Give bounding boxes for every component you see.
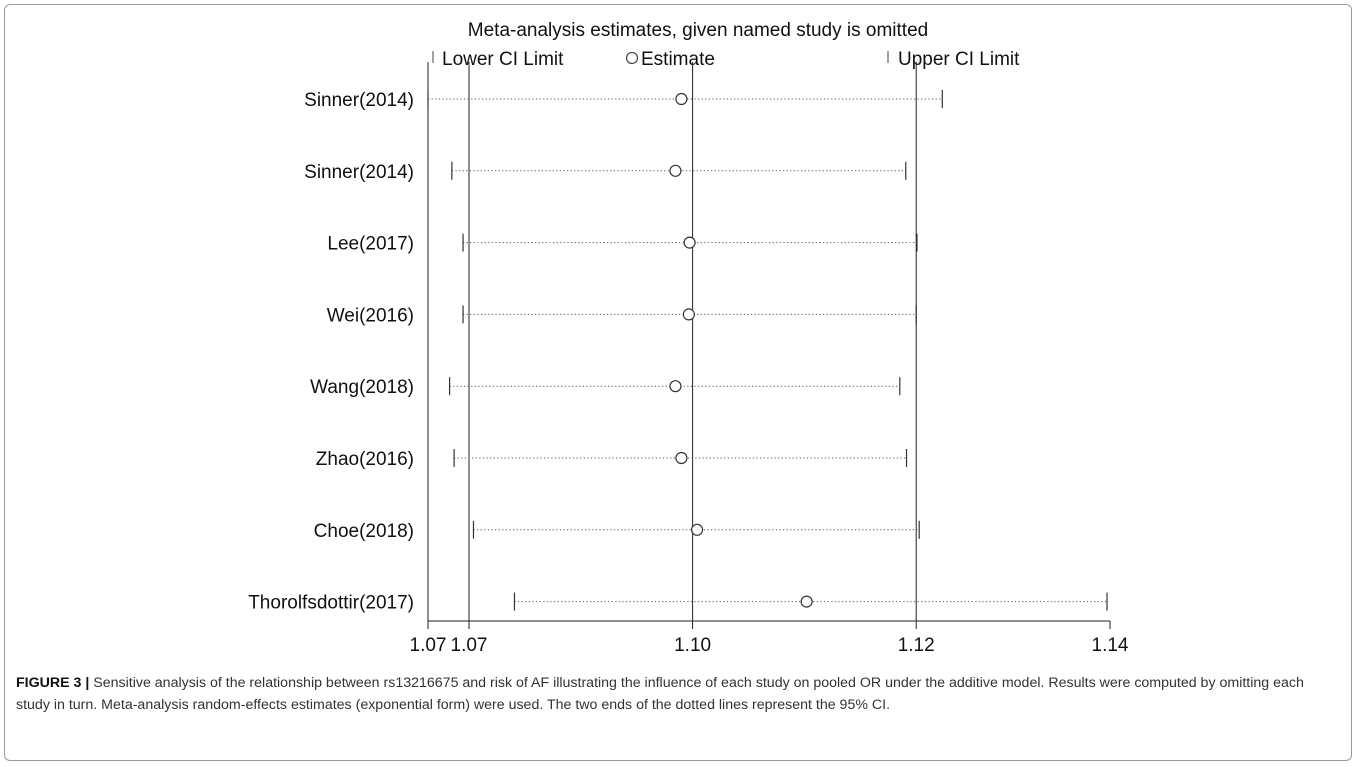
study-row: Wei(2016): [327, 305, 917, 326]
study-row: Sinner(2014): [304, 90, 943, 111]
legend: Lower CI Limit Estimate Upper CI Limit: [432, 49, 1020, 70]
study-label: Thorolfsdottir(2017): [248, 593, 414, 614]
study-label: Sinner(2014): [304, 162, 414, 183]
chart-title: Meta-analysis estimates, given named stu…: [468, 20, 928, 41]
x-tick-label: 1.10: [674, 635, 711, 656]
estimate-point: [669, 380, 682, 393]
study-label: Zhao(2016): [316, 449, 414, 470]
estimate-point: [675, 92, 688, 106]
reference-lines: [427, 62, 917, 621]
x-tick-label: 1.07: [410, 635, 447, 656]
legend-circle-icon: [625, 51, 639, 65]
study-label: Wei(2016): [327, 305, 414, 326]
study-label: Choe(2018): [314, 521, 414, 542]
legend-label: Upper CI Limit: [898, 49, 1020, 70]
estimate-point: [675, 451, 688, 465]
estimate-point: [690, 523, 704, 536]
estimate-point: [800, 595, 813, 608]
study-row: Zhao(2016): [316, 449, 908, 470]
study-row: Wang(2018): [310, 377, 901, 398]
estimate-point: [682, 308, 695, 321]
figure-caption: FIGURE 3 | Sensitive analysis of the rel…: [16, 672, 1338, 716]
x-tick-label: 1.14: [1092, 635, 1129, 656]
study-row: Thorolfsdottir(2017): [248, 592, 1108, 614]
study-rows: Sinner(2014) Sinner(2014) Lee(2017) Wei(201…: [248, 90, 1108, 614]
study-label: Sinner(2014): [304, 90, 414, 111]
legend-label: Estimate: [641, 49, 715, 70]
study-label: Lee(2017): [327, 234, 414, 255]
study-row: Lee(2017): [327, 233, 918, 255]
legend-label: Lower CI Limit: [442, 49, 564, 70]
x-tick-label: 1.12: [898, 635, 935, 656]
estimate-point: [669, 164, 682, 177]
study-label: Wang(2018): [310, 377, 414, 398]
study-row: Sinner(2014): [304, 161, 907, 183]
x-tick-label: 1.07: [451, 635, 488, 656]
estimate-point: [683, 236, 696, 249]
figure-frame: [4, 4, 1352, 761]
study-row: Choe(2018): [314, 520, 920, 542]
caption-label: FIGURE 3 |: [16, 675, 90, 691]
x-axis: 1.07 1.07 1.10 1.12 1.14: [410, 620, 1129, 656]
caption-text: Sensitive analysis of the relationship b…: [16, 675, 1304, 713]
